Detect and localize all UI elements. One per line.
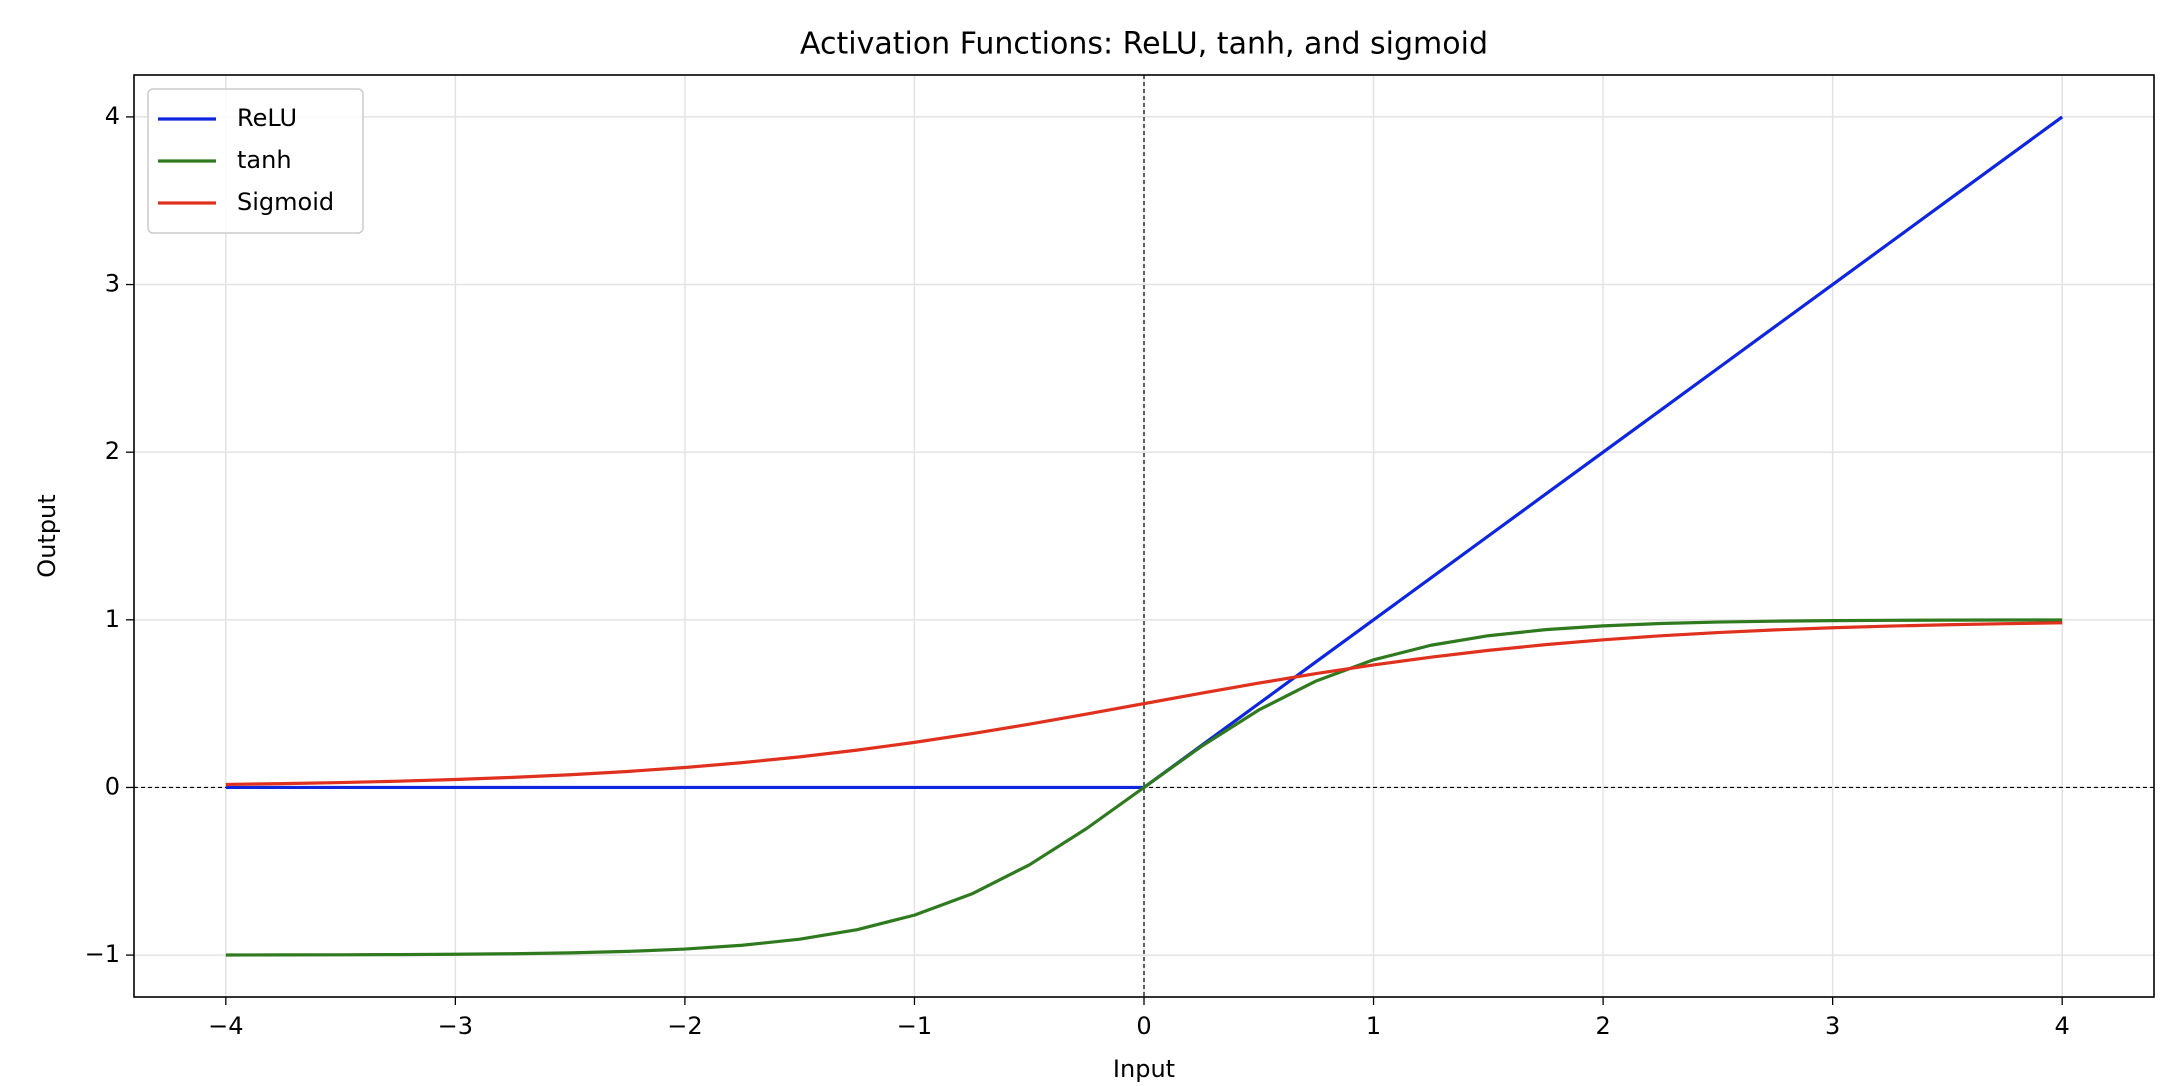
x-axis-label: Input — [1113, 1055, 1175, 1083]
x-tick-label: 2 — [1595, 1012, 1610, 1040]
x-tick-label: 1 — [1366, 1012, 1381, 1040]
y-tick-label: 2 — [105, 437, 120, 465]
y-axis-label: Output — [33, 494, 61, 577]
x-tick-label: −3 — [438, 1012, 473, 1040]
x-tick-label: −2 — [667, 1012, 702, 1040]
series-line — [225, 618, 2063, 957]
legend-label: tanh — [237, 146, 292, 174]
y-tick-label: −1 — [85, 940, 120, 968]
y-tick-label: 4 — [105, 102, 120, 130]
y-tick-label: 0 — [105, 772, 120, 800]
x-tick-label: −4 — [208, 1012, 243, 1040]
legend-label: Sigmoid — [237, 188, 334, 216]
x-tick-label: −1 — [897, 1012, 932, 1040]
chart-title: Activation Functions: ReLU, tanh, and si… — [800, 27, 1488, 62]
plot-frame — [133, 74, 2155, 998]
legend-label: ReLU — [237, 104, 297, 132]
x-tick-label: 4 — [2055, 1012, 2070, 1040]
legend-box — [147, 88, 364, 234]
x-tick-label: 0 — [1136, 1012, 1151, 1040]
series-line — [225, 621, 2063, 787]
x-tick-label: 3 — [1825, 1012, 1840, 1040]
y-tick-label: 1 — [105, 605, 120, 633]
y-tick-label: 3 — [105, 270, 120, 298]
